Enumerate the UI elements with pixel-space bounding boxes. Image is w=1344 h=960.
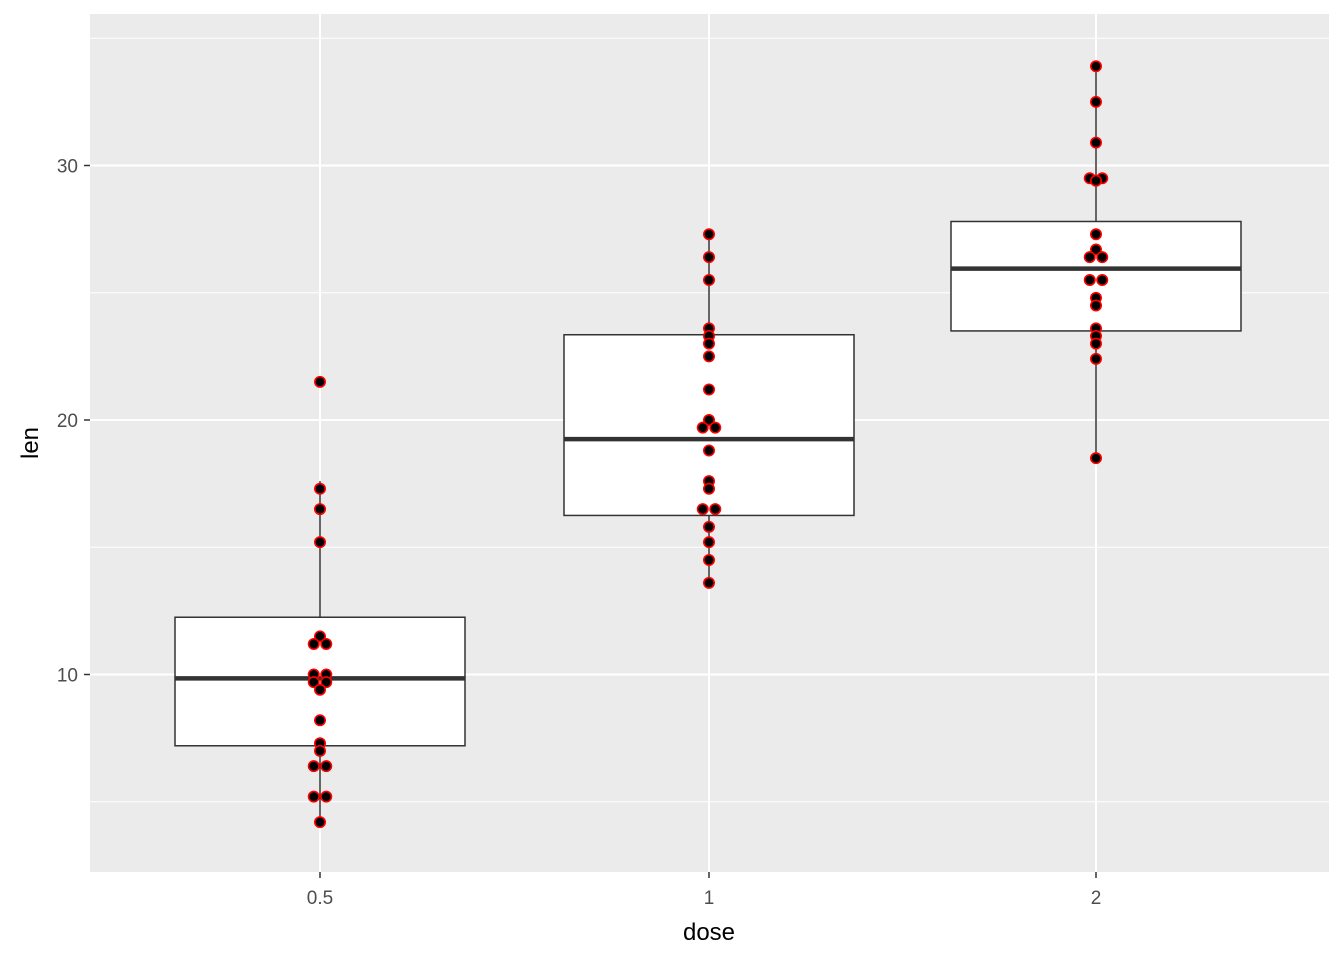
data-point (313, 503, 326, 516)
data-point (702, 444, 715, 457)
data-point (1090, 452, 1103, 465)
data-point (313, 630, 326, 643)
data-point (320, 637, 333, 650)
y-tick-label: 10 (57, 666, 78, 687)
data-point (1096, 274, 1109, 287)
data-point (320, 676, 333, 689)
data-point (702, 274, 715, 287)
data-point (307, 760, 320, 773)
data-point (313, 744, 326, 757)
x-tick-label: 2 (1091, 888, 1102, 909)
data-point (1096, 251, 1109, 264)
data-point (702, 228, 715, 241)
data-point (702, 520, 715, 533)
data-point (313, 482, 326, 495)
data-point (702, 553, 715, 566)
y-axis-title: len (17, 427, 44, 459)
data-point (702, 576, 715, 589)
data-point (307, 637, 320, 650)
data-point (313, 714, 326, 727)
data-point (1083, 274, 1096, 287)
data-point (709, 421, 722, 434)
data-point (307, 676, 320, 689)
data-point (1090, 352, 1103, 365)
x-axis: 0.5 1 2 (307, 872, 1102, 909)
data-point (1090, 337, 1103, 350)
data-point (1090, 136, 1103, 149)
x-axis-title: dose (683, 919, 735, 946)
data-point (313, 683, 326, 696)
data-point (1090, 60, 1103, 73)
data-point (702, 337, 715, 350)
data-point (702, 383, 715, 396)
data-point (696, 421, 709, 434)
x-tick-label: 0.5 (307, 888, 333, 909)
data-point (1090, 95, 1103, 108)
data-point (1090, 228, 1103, 241)
data-point (1090, 243, 1103, 256)
data-point (1090, 299, 1103, 312)
y-axis: 10 20 30 (57, 157, 90, 687)
data-point (1090, 174, 1103, 187)
data-point (696, 503, 709, 516)
data-point (307, 790, 320, 803)
data-point (702, 482, 715, 495)
data-point (320, 790, 333, 803)
data-point (702, 251, 715, 264)
data-point (320, 760, 333, 773)
data-point (702, 536, 715, 549)
y-tick-label: 20 (57, 411, 78, 432)
x-tick-label: 1 (704, 888, 715, 909)
data-point (1083, 251, 1096, 264)
y-tick-label: 30 (57, 157, 78, 178)
data-point (709, 503, 722, 516)
data-point (702, 413, 715, 426)
data-point (313, 536, 326, 549)
data-point (313, 816, 326, 829)
data-point (702, 350, 715, 363)
data-point (313, 375, 326, 388)
dots (307, 60, 1109, 829)
